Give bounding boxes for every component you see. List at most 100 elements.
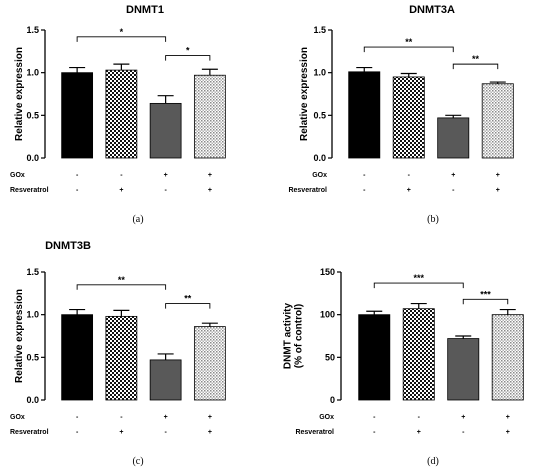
y-tick-label: 1.5	[26, 25, 39, 35]
bar-2	[402, 308, 435, 401]
y-tick-label: 1.0	[26, 68, 39, 78]
chart-panel-1: DNMT1 0.0 0.5 1.0 1.5 Relative expression * * GO…	[10, 4, 226, 225]
bar-4	[481, 83, 514, 159]
significance-label: *	[186, 46, 190, 56]
bar-2	[105, 315, 138, 401]
condition-mark: -	[76, 172, 79, 179]
condition-mark: -	[76, 414, 79, 421]
condition-row-label: Resveratrol	[295, 429, 334, 436]
significance-bracket	[363, 46, 454, 53]
bar-4	[491, 314, 524, 401]
condition-mark: -	[164, 187, 167, 194]
chart-title: DNMT1	[126, 4, 164, 16]
condition-mark: -	[373, 414, 376, 421]
y-tick-label: 0.0	[26, 153, 39, 163]
chart-panel-2: DNMT3A 0.0 0.5 1.0 1.5 Relative expression ** *…	[288, 4, 514, 225]
significance-label: **	[405, 37, 413, 47]
condition-mark: -	[408, 172, 411, 179]
condition-mark: -	[363, 187, 366, 194]
condition-mark: +	[119, 187, 123, 194]
y-tick-label: 0.5	[26, 110, 39, 120]
condition-row-label: GOx	[10, 172, 25, 179]
significance-label: **	[184, 294, 192, 304]
condition-row-label: GOx	[10, 414, 25, 421]
condition-mark: +	[208, 414, 212, 421]
condition-row-label: GOx	[312, 172, 327, 179]
condition-mark: +	[119, 429, 123, 436]
y-tick-label: 150	[320, 267, 335, 277]
bar-4	[193, 74, 226, 159]
condition-mark: -	[373, 429, 376, 436]
significance-bracket	[165, 303, 211, 309]
condition-mark: +	[506, 429, 510, 436]
condition-mark: +	[208, 187, 212, 194]
significance-bracket	[452, 63, 499, 70]
condition-mark: +	[496, 187, 500, 194]
condition-mark: +	[164, 172, 168, 179]
y-axis-label: Relative expression	[299, 47, 310, 141]
condition-mark: -	[164, 429, 167, 436]
condition-mark: +	[417, 429, 421, 436]
bar-1	[61, 72, 94, 159]
condition-row-label: GOx	[319, 414, 334, 421]
bar-1	[358, 314, 391, 401]
significance-label: *	[120, 27, 124, 37]
condition-mark: +	[496, 172, 500, 179]
panel-label: (c)	[132, 456, 143, 467]
condition-mark: -	[76, 429, 79, 436]
significance-label: ***	[413, 273, 424, 283]
y-axis-label: Relative expression	[14, 47, 25, 141]
y-tick-label: 0.5	[26, 352, 39, 362]
condition-row-label: Resveratrol	[10, 187, 49, 194]
y-axis-label: DNMT activity	[283, 303, 294, 370]
condition-mark: +	[506, 414, 510, 421]
condition-mark: +	[451, 172, 455, 179]
panel-label: (d)	[427, 456, 439, 467]
bar-3	[149, 359, 182, 401]
panel-label: (a)	[132, 214, 143, 225]
y-tick-label: 100	[320, 310, 335, 320]
significance-bracket	[373, 282, 464, 289]
condition-mark: -	[462, 429, 465, 436]
y-tick-label: 1.0	[313, 68, 326, 78]
condition-mark: +	[208, 172, 212, 179]
y-axis-label: (% of control)	[294, 304, 305, 368]
bar-2	[392, 76, 425, 159]
panel-label: (b)	[427, 214, 439, 225]
bar-4	[193, 326, 226, 401]
y-tick-label: 1.5	[26, 267, 39, 277]
condition-row-label: Resveratrol	[10, 429, 49, 436]
chart-panel-4: 0 50 100 150 DNMT activity (% of control) *** *…	[283, 267, 524, 467]
condition-row-label: Resveratrol	[288, 187, 327, 194]
bar-3	[437, 117, 470, 159]
y-tick-label: 0	[330, 395, 335, 405]
chart-title: DNMT3B	[45, 240, 91, 252]
significance-bracket	[165, 55, 211, 61]
chart-panel-3: DNMT3B 0.0 0.5 1.0 1.5 Relative expression ** *…	[10, 240, 226, 467]
y-tick-label: 1.0	[26, 310, 39, 320]
significance-bracket	[76, 36, 167, 42]
y-tick-label: 0.0	[313, 153, 326, 163]
condition-mark: -	[120, 414, 123, 421]
condition-mark: +	[461, 414, 465, 421]
y-tick-label: 1.5	[313, 25, 326, 35]
y-tick-label: 50	[325, 352, 335, 362]
significance-bracket	[462, 298, 509, 305]
bar-3	[149, 102, 182, 159]
condition-mark: -	[76, 187, 79, 194]
significance-bracket	[76, 284, 167, 290]
y-tick-label: 0.5	[313, 110, 326, 120]
significance-label: **	[472, 54, 480, 64]
condition-mark: -	[418, 414, 421, 421]
bar-1	[61, 314, 94, 401]
condition-mark: +	[164, 414, 168, 421]
chart-title: DNMT3A	[409, 4, 455, 16]
significance-label: ***	[480, 289, 491, 299]
condition-mark: -	[120, 172, 123, 179]
bar-3	[447, 338, 480, 401]
condition-mark: +	[208, 429, 212, 436]
condition-mark: -	[363, 172, 366, 179]
y-axis-label: Relative expression	[14, 289, 25, 383]
bar-2	[105, 69, 138, 159]
